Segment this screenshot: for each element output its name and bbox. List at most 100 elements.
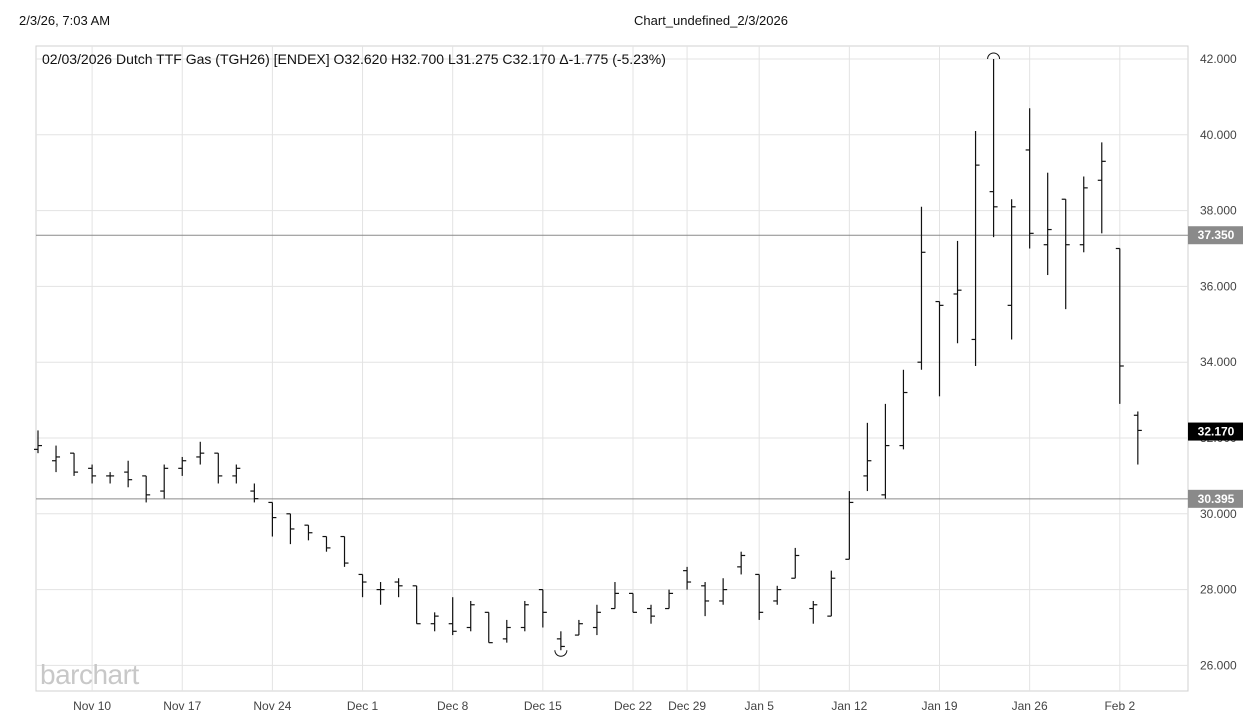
- reference-lines: [36, 234, 1188, 500]
- ohlc-bar: [34, 430, 42, 454]
- high-marker: [987, 52, 1001, 60]
- x-tick-label: Dec 1: [347, 699, 379, 713]
- ohlc-bar: [971, 131, 980, 366]
- ohlc-bar: [448, 597, 457, 636]
- ohlc-bar: [647, 604, 656, 624]
- ohlc-bar: [250, 483, 259, 503]
- ohlc-bar: [574, 619, 583, 636]
- ohlc-bar: [376, 582, 385, 605]
- price-badge: 32.170: [1188, 422, 1243, 441]
- extreme-markers: [554, 52, 1001, 657]
- price-badges: 37.350 30.395 32.170: [1188, 226, 1243, 508]
- x-tick-label: Dec 29: [668, 699, 706, 713]
- ohlc-bar: [899, 369, 908, 450]
- price-bars: [34, 59, 1142, 651]
- ohlc-bar: [773, 585, 782, 605]
- ohlc-bar: [106, 472, 115, 484]
- ohlc-bar: [304, 524, 313, 541]
- ohlc-bar: [412, 585, 421, 625]
- badge-label: 32.170: [1198, 425, 1235, 439]
- price-badge: 37.350: [1188, 226, 1243, 245]
- y-axis: 26.00028.00030.00032.00034.00036.00038.0…: [1200, 52, 1237, 672]
- ohlc-bar: [232, 464, 241, 484]
- x-tick-label: Dec 8: [437, 699, 469, 713]
- x-axis: Nov 10 Nov 17 Nov 24 Dec 1 Dec 8 Dec 15 Dec 22…: [73, 699, 1135, 713]
- ohlc-bar: [1043, 172, 1052, 276]
- y-tick-label: 26.000: [1200, 658, 1237, 672]
- ohlc-bar: [196, 441, 205, 465]
- ohlc-bar: [1025, 108, 1034, 249]
- ohlc-bar: [935, 300, 944, 397]
- x-tick-label: Nov 10: [73, 699, 111, 713]
- barchart-logo: barchart: [40, 659, 139, 690]
- y-tick-label: 30.000: [1200, 507, 1237, 521]
- ohlc-bar: [665, 589, 674, 610]
- ohlc-bar: [466, 600, 475, 632]
- ohlc-bar: [1115, 247, 1124, 404]
- ohlc-bar: [755, 573, 764, 620]
- ohlc-bar: [881, 403, 890, 499]
- ohlc-bar: [178, 456, 187, 476]
- y-tick-label: 36.000: [1200, 279, 1237, 293]
- chart-title: 02/03/2026 Dutch TTF Gas (TGH26) [ENDEX]…: [42, 51, 666, 67]
- x-tick-label: Feb 2: [1104, 699, 1135, 713]
- x-tick-label: Dec 15: [524, 699, 562, 713]
- ohlc-bar: [538, 588, 547, 628]
- ohlc-bar: [989, 59, 998, 238]
- x-tick-label: Jan 5: [745, 699, 775, 713]
- ohlc-bar: [628, 592, 637, 613]
- x-tick-label: Nov 17: [163, 699, 201, 713]
- ohlc-bar: [142, 475, 151, 503]
- ohlc-bar: [845, 491, 854, 560]
- ohlc-bar: [70, 452, 79, 476]
- badge-label: 30.395: [1198, 492, 1235, 506]
- y-tick-label: 42.000: [1200, 52, 1237, 66]
- y-gridlines: [36, 58, 1188, 666]
- ohlc-bar: [88, 464, 97, 484]
- ohlc-bar: [827, 570, 836, 617]
- ohlc-bar: [124, 460, 133, 488]
- x-tick-label: Nov 24: [253, 699, 291, 713]
- ohlc-bar: [610, 582, 619, 610]
- ohlc-bar: [322, 535, 331, 552]
- ohlc-bar: [340, 535, 349, 567]
- y-tick-label: 28.000: [1200, 583, 1237, 597]
- low-marker: [554, 650, 568, 657]
- ohlc-bar: [1079, 176, 1088, 253]
- ohlc-bar: [791, 547, 800, 579]
- ohlc-bar: [701, 582, 710, 617]
- ohlc-bar: [556, 631, 565, 651]
- ohlc-bar: [484, 611, 493, 644]
- ohlc-bar: [1007, 199, 1016, 340]
- ohlc-bar: [1097, 142, 1106, 234]
- page-title: Chart_undefined_2/3/2026: [634, 13, 788, 28]
- x-tick-label: Jan 26: [1012, 699, 1048, 713]
- badge-background: [1188, 422, 1243, 441]
- ohlc-bar: [737, 551, 746, 575]
- badge-background: [1188, 226, 1243, 245]
- ohlc-bar: [502, 619, 511, 643]
- x-tick-label: Jan 19: [921, 699, 957, 713]
- ohlc-bar: [52, 445, 61, 473]
- ohlc-bar: [430, 612, 439, 632]
- ohlc-bar: [953, 240, 962, 344]
- ohlc-bar: [719, 578, 728, 605]
- plot-area: [35, 45, 1189, 692]
- ohlc-bar: [592, 604, 601, 636]
- x-tick-label: Dec 22: [614, 699, 652, 713]
- ohlc-bar: [268, 501, 277, 537]
- x-tick-label: Jan 12: [831, 699, 867, 713]
- ohlc-bar: [1133, 411, 1142, 465]
- price-badge: 30.395: [1188, 489, 1243, 508]
- y-tick-label: 40.000: [1200, 128, 1237, 142]
- ohlc-bar: [214, 452, 223, 484]
- timestamp: 2/3/26, 7:03 AM: [19, 13, 111, 28]
- ohlc-bar: [863, 422, 872, 492]
- y-tick-label: 34.000: [1200, 355, 1237, 369]
- ohlc-bar: [917, 206, 926, 370]
- badge-background: [1188, 489, 1243, 508]
- ohlc-bar: [358, 573, 367, 598]
- ohlc-bar: [286, 513, 295, 545]
- badge-label: 37.350: [1198, 228, 1235, 242]
